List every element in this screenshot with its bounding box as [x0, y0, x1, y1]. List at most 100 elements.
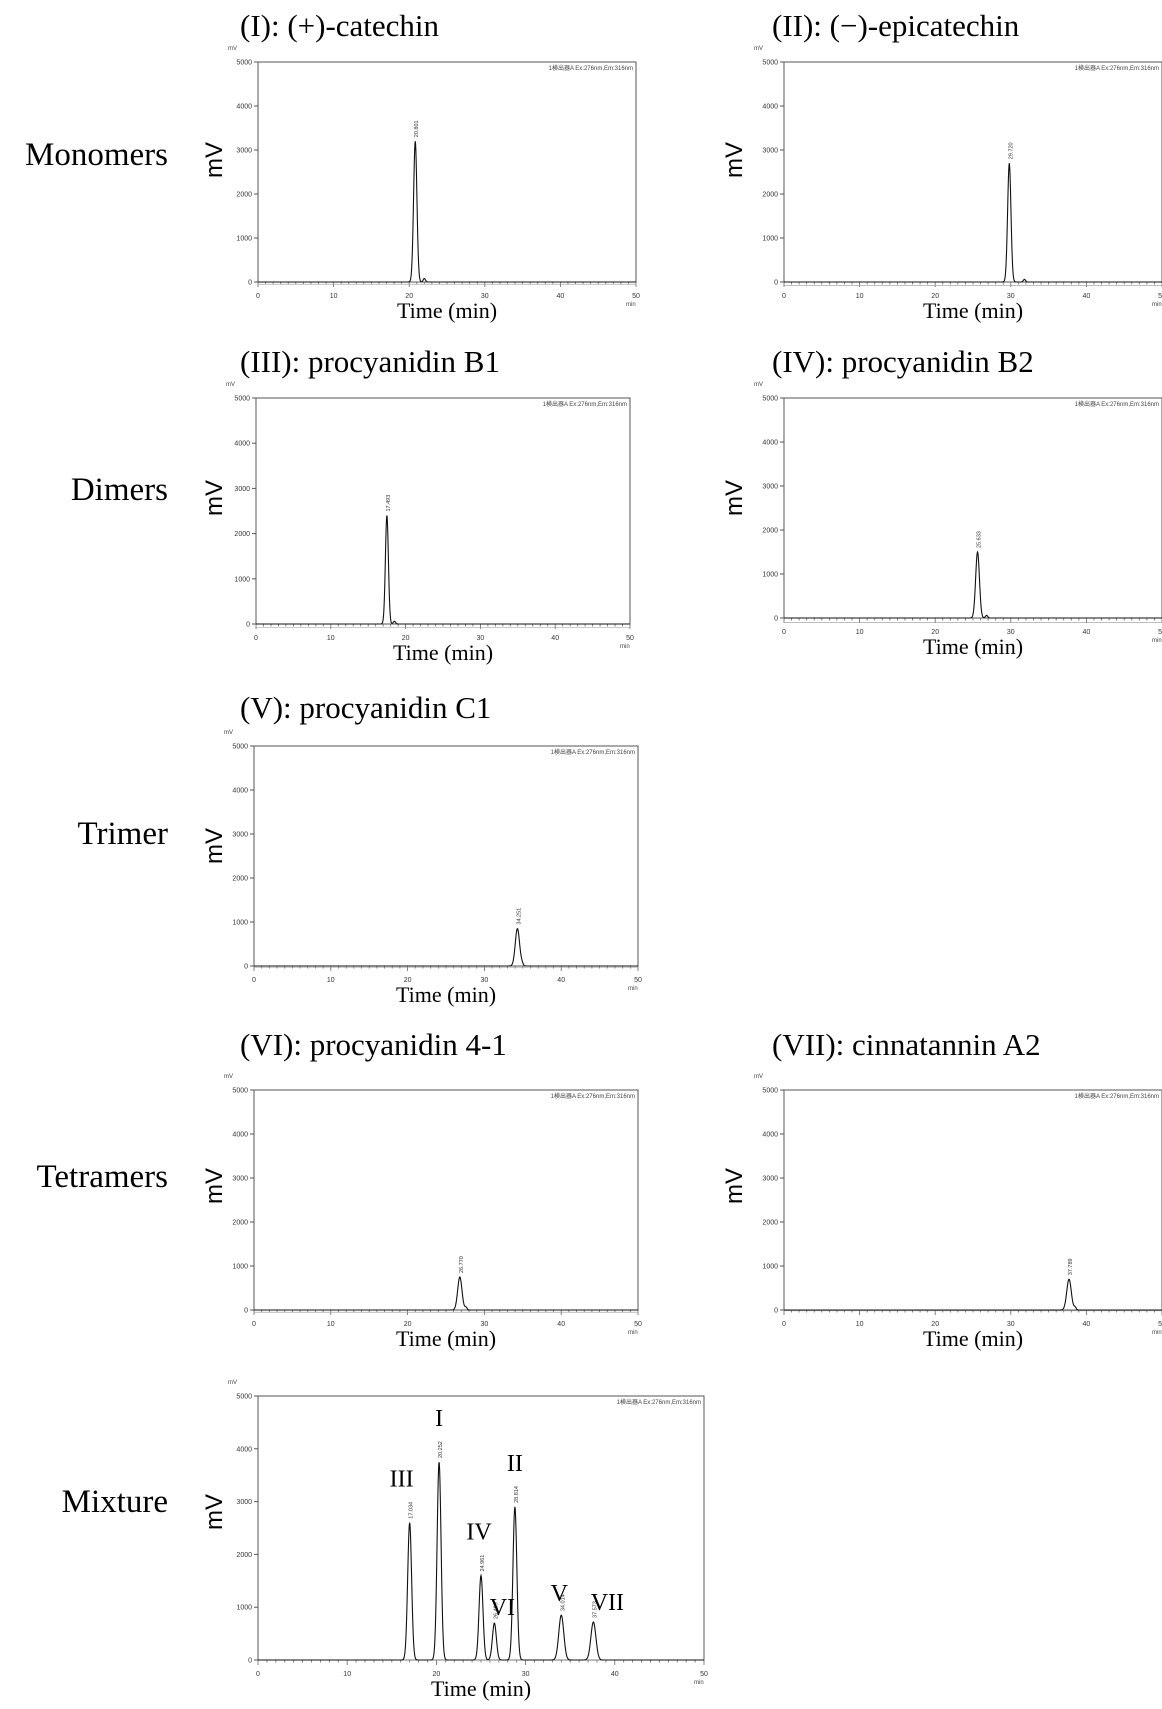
y-tick-label: 0: [774, 616, 778, 623]
y-tick-label: 2000: [232, 876, 248, 883]
y-tick-label: 0: [248, 280, 252, 287]
peak-retention-label: 37.789: [1068, 1258, 1074, 1275]
x-tick-label: 20: [404, 1321, 412, 1328]
x-tick-label: 30: [1007, 1321, 1015, 1328]
row-label-mixture: Mixture: [62, 1484, 168, 1520]
plot-frame: [783, 1089, 1162, 1311]
x-tick-label: 20: [404, 977, 412, 984]
chromatogram-trace: [256, 515, 630, 625]
x-tick-label: 20: [931, 629, 939, 636]
x-tick-label: 30: [481, 977, 489, 984]
y-tick-label: 4000: [762, 440, 778, 447]
x-tick-label: 10: [343, 1671, 351, 1678]
y-axis-label: mV: [721, 1168, 748, 1204]
detector-label: 1検出器A Ex:276nm,Em:316nm: [549, 64, 633, 72]
x-tick-label: 10: [327, 977, 335, 984]
y-tick-label: 4000: [236, 1446, 252, 1453]
x-tick-label: 0: [252, 1321, 256, 1328]
x-axis-label: Time (min): [396, 1326, 496, 1351]
y-axis-label: mV: [201, 480, 228, 516]
x-tick-label: 30: [1007, 629, 1015, 636]
y-tick-label: 5000: [762, 396, 778, 403]
y-unit-small: mV: [228, 1380, 237, 1386]
peak-retention-label: 34.251: [516, 908, 522, 925]
y-unit-small: mV: [754, 1074, 763, 1080]
y-tick-label: 1000: [762, 236, 778, 243]
y-tick-label: 1000: [232, 1264, 248, 1271]
y-tick-label: 3000: [232, 1176, 248, 1183]
row-label-tetramers: Tetramers: [37, 1159, 168, 1195]
x-tick-label: 0: [782, 293, 786, 300]
peak-retention-label: 20.252: [438, 1441, 444, 1458]
x-unit-small: min: [628, 1330, 638, 1336]
x-unit-small: min: [694, 1680, 704, 1686]
x-unit-small: min: [620, 644, 630, 650]
row-label-dimers: Dimers: [71, 472, 168, 508]
chromatogram-trace: [254, 928, 638, 967]
peak-retention-label: 37.573: [592, 1601, 598, 1618]
x-tick-label: 20: [433, 1671, 441, 1678]
x-tick-label: 50: [1158, 293, 1162, 300]
peak-retention-label: 29.720: [1008, 142, 1014, 159]
y-tick-label: 5000: [762, 1088, 778, 1095]
y-tick-label: 0: [246, 622, 250, 629]
x-tick-label: 50: [1158, 629, 1162, 636]
y-tick-label: 2000: [234, 531, 250, 538]
y-unit-small: mV: [224, 1074, 233, 1080]
x-axis-label: Time (min): [923, 298, 1023, 323]
y-tick-label: 0: [774, 1308, 778, 1315]
chromatogram-panel-2: (II): (−)-epicatechin 1検出器A Ex:276nm,Em:3…: [721, 8, 1162, 323]
x-tick-label: 30: [481, 1321, 489, 1328]
chromatogram-trace: [258, 1462, 704, 1661]
peak-retention-label: 25.633: [977, 531, 983, 548]
plot-frame: [253, 745, 639, 967]
x-tick-label: 50: [626, 635, 634, 642]
chromatogram-trace: [784, 1278, 1162, 1311]
x-tick-label: 50: [632, 293, 640, 300]
y-tick-label: 5000: [236, 60, 252, 67]
chromatogram-trace: [784, 163, 1162, 283]
peak-retention-label: 24.961: [480, 1555, 486, 1572]
x-tick-label: 20: [402, 635, 410, 642]
panel-title: (V): procyanidin C1: [240, 690, 491, 725]
y-unit-small: mV: [754, 46, 763, 52]
peak-annotation: I: [435, 1406, 443, 1432]
y-tick-label: 3000: [762, 484, 778, 491]
y-tick-label: 3000: [762, 148, 778, 155]
row-label-trimer: Trimer: [78, 816, 168, 852]
x-tick-label: 0: [782, 629, 786, 636]
y-tick-label: 2000: [232, 1220, 248, 1227]
x-unit-small: min: [626, 302, 636, 308]
row-labels: Monomers Dimers Trimer Tetramers Mixture: [25, 137, 168, 1520]
y-tick-label: 1000: [762, 572, 778, 579]
x-tick-label: 40: [557, 293, 565, 300]
y-tick-label: 1000: [236, 1605, 252, 1612]
y-tick-label: 0: [244, 964, 248, 971]
y-tick-label: 4000: [232, 788, 248, 795]
y-tick-label: 2000: [236, 1552, 252, 1559]
chromatogram-panel-1: (I): (+)-catechin 1検出器A Ex:276nm,Em:316nm…: [201, 8, 640, 323]
peak-retention-label: 34.014: [560, 1594, 566, 1611]
peak-retention-label: 20.801: [414, 120, 420, 137]
y-tick-label: 5000: [762, 60, 778, 67]
x-tick-label: 50: [634, 977, 642, 984]
y-unit-small: mV: [754, 382, 763, 388]
x-tick-label: 30: [1007, 293, 1015, 300]
plot-frame: [255, 397, 631, 625]
x-tick-label: 40: [1083, 1321, 1091, 1328]
chromatogram-trace: [784, 550, 1162, 619]
y-axis-label: mV: [201, 1494, 228, 1530]
x-unit-small: min: [1152, 1330, 1162, 1336]
x-tick-label: 40: [1083, 629, 1091, 636]
x-tick-label: 40: [557, 1321, 565, 1328]
detector-label: 1検出器A Ex:276nm,Em:316nm: [543, 400, 627, 408]
peak-annotation: III: [390, 1467, 414, 1493]
x-tick-label: 10: [856, 1321, 864, 1328]
x-tick-label: 10: [330, 293, 338, 300]
chromatogram-panel-3: (III): procyanidin B1 1検出器A Ex:276nm,Em:3…: [201, 344, 634, 665]
x-tick-label: 0: [256, 1671, 260, 1678]
x-axis-label: Time (min): [923, 634, 1023, 659]
peak-retention-label: 26.770: [459, 1256, 465, 1273]
x-tick-label: 10: [327, 1321, 335, 1328]
